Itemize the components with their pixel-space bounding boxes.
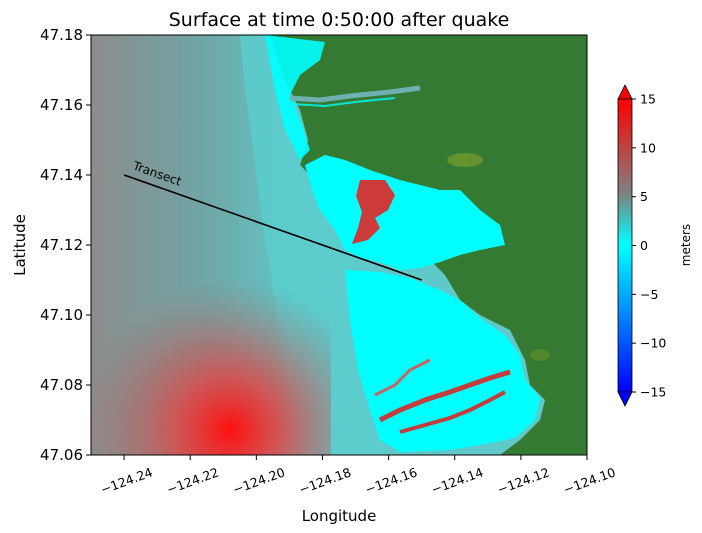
red-channel-south-2: [399, 390, 506, 434]
land-highlight-1: [447, 153, 483, 167]
x-tick-label: −124.24: [98, 464, 154, 497]
wave-crest: [91, 250, 331, 455]
x-tick-label: −124.12: [495, 464, 551, 497]
x-tick-label: −124.16: [363, 464, 419, 497]
y-tick-label: 47.12: [40, 236, 83, 254]
y-tick-label: 47.18: [40, 26, 83, 44]
nearshore-band: [240, 35, 385, 455]
inundation-north: [265, 35, 325, 160]
x-tick-label: −124.22: [165, 464, 221, 497]
plot-area: [91, 35, 587, 455]
y-tick-label: 47.16: [40, 96, 83, 114]
y-tick-label: 47.14: [40, 166, 83, 184]
red-channel-south-3: [374, 358, 431, 397]
x-tick-label: −124.10: [561, 464, 617, 497]
y-axis-ticks: 47.06 47.08 47.10 47.12 47.14 47.16 47.18: [40, 26, 91, 464]
colorbar-tick-label: 15: [640, 92, 656, 107]
colorbar-tick-label: −5: [640, 287, 658, 302]
y-axis-label: Latitude: [11, 214, 29, 276]
river-channel-fringe: [291, 97, 396, 108]
colorbar-label: meters: [679, 224, 693, 266]
inundation-south: [345, 270, 540, 452]
colorbar-tick-label: 5: [640, 189, 648, 204]
colorbar-tick-label: 10: [640, 140, 656, 155]
colorbar-body: [617, 98, 633, 393]
colorbar-ticks: −15 −10 −5 0 5 10 15: [632, 92, 666, 400]
colorbar-extend-bottom: [617, 391, 633, 407]
x-axis-label: Longitude: [302, 507, 377, 525]
red-channel-south-1: [378, 369, 511, 423]
colorbar: −15 −10 −5 0 5 10 15 meters: [617, 84, 693, 407]
chart-title: Surface at time 0:50:00 after quake: [169, 9, 510, 31]
y-tick-label: 47.06: [40, 446, 83, 464]
x-tick-label: −124.14: [429, 464, 485, 497]
y-tick-label: 47.10: [40, 306, 83, 324]
colorbar-tick-label: −15: [640, 385, 666, 400]
river-channel: [289, 85, 421, 103]
land-highlight-2: [530, 349, 550, 361]
colorbar-tick-label: 0: [640, 238, 648, 253]
colorbar-tick-label: −10: [640, 336, 666, 351]
x-tick-label: −124.18: [297, 464, 353, 497]
colorbar-extend-top: [617, 84, 633, 100]
x-tick-label: −124.20: [231, 464, 287, 497]
x-axis-ticks: −124.24 −124.22 −124.20 −124.18 −124.16 −124.…: [98, 455, 618, 497]
red-channel-bay: [352, 180, 395, 244]
transect-line: [123, 174, 422, 281]
y-tick-label: 47.08: [40, 376, 83, 394]
